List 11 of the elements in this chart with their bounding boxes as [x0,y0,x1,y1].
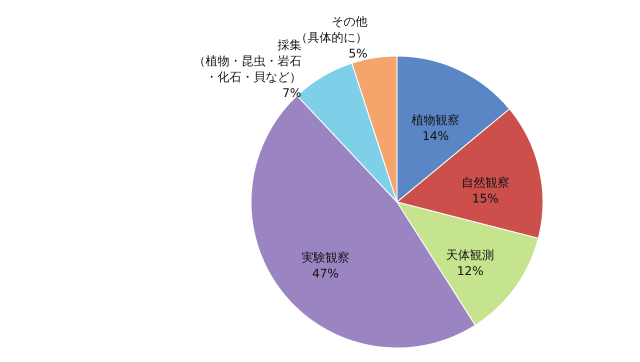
slice-label: 植物観察 [412,113,460,128]
data-label: 14% [422,129,449,144]
data-label: 47% [312,266,339,280]
data-label: 5% [348,46,368,60]
data-label: 15% [472,191,499,206]
data-label: 12% [456,264,484,278]
slice-label: 天体観測 [446,248,494,262]
slice-label: 採集（植物・昆虫・岩石・化石・貝など） [193,38,302,84]
data-label: 7% [282,86,302,100]
slice-label: 実験観察 [301,250,350,264]
slice-label: 自然観察 [461,175,510,190]
